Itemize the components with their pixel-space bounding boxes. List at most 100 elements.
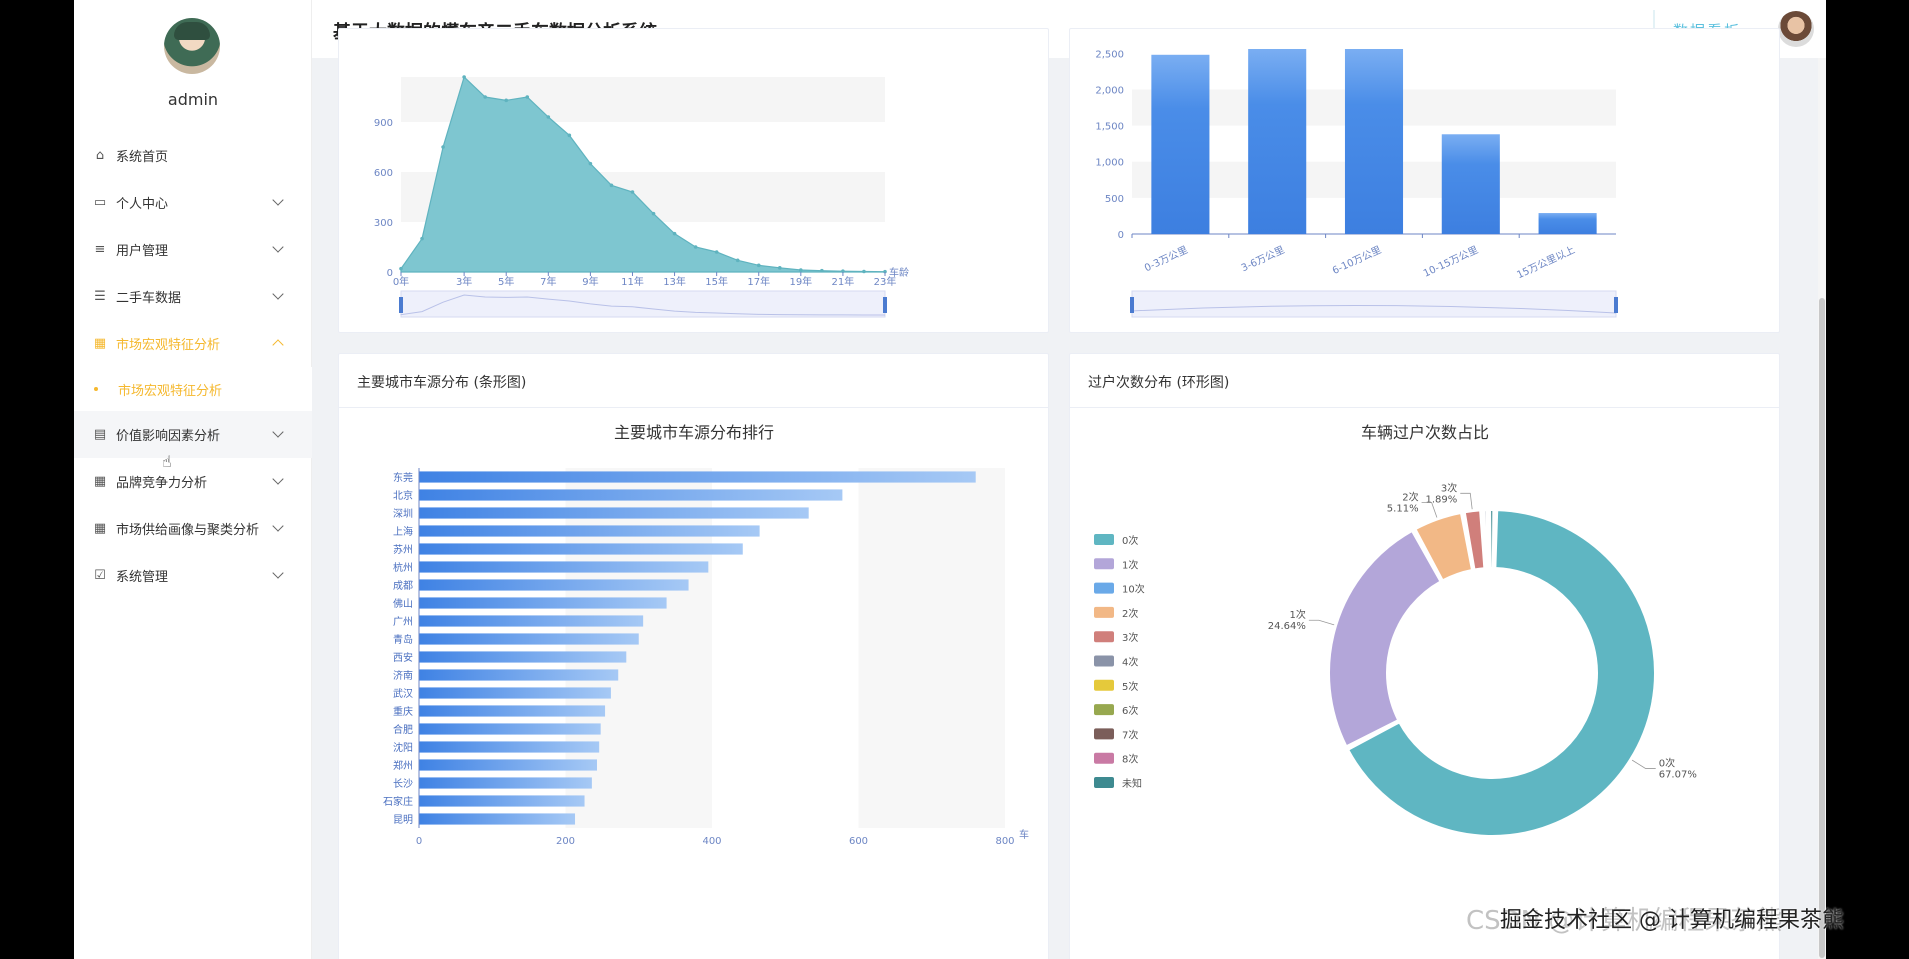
bar [419, 759, 597, 771]
transfer-donut-chart: 车辆过户次数占比0次1次10次2次3次4次5次6次7次8次未知0次67.07%1… [1094, 423, 1697, 837]
sidebar-item-personal-center[interactable]: ▭ 个人中心 [74, 179, 312, 226]
sidebar-item-label: 系统管理 [116, 570, 169, 585]
clipboard-check-icon: ☑ [94, 568, 106, 583]
city-distribution-card: 主要城市车源分布 (条形图) 主要城市车源分布排行 东莞 北京 深圳 上海 苏州 杭州 成都佛… [338, 353, 1049, 959]
sidebar-username: admin [167, 90, 219, 109]
data-point [799, 268, 803, 272]
grid-icon: ▦ [93, 336, 107, 351]
x-tick-label: 11年 [621, 275, 644, 288]
home-icon: ⌂ [95, 148, 105, 163]
sidebar-item-market-supply[interactable]: ▦ 市场供给画像与聚类分析 [74, 505, 312, 552]
legend-label: 4次 [1122, 656, 1138, 669]
header-avatar[interactable] [1778, 11, 1814, 47]
data-point [441, 145, 445, 149]
page-scrollbar[interactable] [1818, 58, 1826, 959]
x-tick-label: 800 [995, 836, 1014, 847]
legend-label: 2次 [1122, 607, 1138, 620]
legend-swatch [1094, 655, 1114, 667]
bar [419, 633, 639, 645]
bullet-dot-icon [94, 387, 98, 391]
y-category-label: 西安 [393, 651, 413, 664]
data-point [546, 115, 551, 119]
chevron-down-icon [272, 288, 284, 300]
y-tick-label: 2,000 [1095, 85, 1124, 96]
data-point [504, 98, 509, 103]
mileage-bar-chart: 0 500 1,000 1,500 2,000 2,500 0-3万公里 3-6万公里 6-10… [1095, 49, 1618, 318]
watermark-background: CSDN @计算机编程果茶熊 [1466, 906, 1783, 936]
data-point [714, 250, 719, 254]
bar [419, 651, 627, 663]
slice-percent: 1.89% [1425, 494, 1457, 505]
legend-swatch [1094, 679, 1114, 691]
x-tick-label: 200 [556, 836, 575, 847]
sidebar-item-brand-competition[interactable]: ▦ 品牌竞争力分析 [74, 458, 312, 505]
data-point [609, 183, 614, 188]
grid-band [565, 468, 712, 828]
legend-label: 0次 [1122, 534, 1138, 547]
datazoom-slider [400, 290, 886, 318]
y-tick-label: 500 [1105, 194, 1124, 205]
data-point [841, 269, 845, 273]
x-tick-label: 0-3万公里 [1143, 244, 1190, 274]
bar [419, 525, 760, 537]
data-point [462, 75, 466, 79]
legend-swatch [1094, 777, 1114, 788]
datazoom-handle-right [883, 297, 887, 313]
sidebar-item-label: 用户管理 [116, 244, 169, 259]
x-tick-label: 6-10万公里 [1330, 244, 1383, 277]
legend-swatch [1094, 631, 1114, 643]
y-tick-label: 2,500 [1095, 49, 1124, 60]
bar [419, 597, 667, 609]
sidebar-item-value-factors[interactable]: ▤ 价值影响因素分析 [74, 411, 312, 458]
y-category-label: 济南 [393, 669, 413, 682]
legend-swatch [1094, 558, 1114, 570]
datazoom-handle-right [1614, 297, 1618, 313]
data-point [630, 190, 635, 194]
bar [1344, 49, 1404, 234]
sidebar-item-label: 市场宏观特征分析 [116, 338, 221, 353]
data-point [672, 231, 677, 236]
chevron-down-icon [272, 194, 284, 206]
age-area-chart: 0 300 600 900 0年 3年 5年 7年 9年 11年 13年 15年 17年 19年 21年 23… [374, 75, 909, 318]
x-tick-label: 0 [416, 836, 422, 847]
sidebar-item-label: 系统首页 [116, 150, 169, 165]
label-leader-line [1308, 619, 1335, 626]
x-tick-label: 13年 [663, 275, 686, 288]
x-tick-label: 9年 [582, 275, 598, 288]
donut-slice [1489, 509, 1495, 570]
sidebar-item-market-macro[interactable]: ▦ 市场宏观特征分析 [74, 320, 312, 367]
datazoom-preview [1131, 304, 1617, 314]
x-tick-label: 600 [849, 836, 868, 847]
age-distribution-card: 0 300 600 900 0年 3年 5年 7年 9年 11年 13年 15年 17年 19年 21年 23… [338, 28, 1049, 333]
data-point [735, 258, 740, 263]
list-icon: ≡ [94, 242, 106, 257]
sidebar-item-user-management[interactable]: ≡ 用户管理 [74, 226, 312, 273]
legend-label: 未知 [1122, 777, 1142, 790]
grid-icon: ▦ [93, 521, 107, 536]
x-tick-label: 15万公里以上 [1515, 244, 1577, 281]
y-category-label: 成都 [393, 580, 413, 592]
bar [419, 795, 585, 807]
bar [419, 723, 601, 735]
y-category-label: 深圳 [393, 508, 413, 520]
sidebar-item-used-car-data[interactable]: ☰ 二手车数据 [74, 273, 312, 320]
sidebar-avatar[interactable] [164, 18, 220, 74]
bar [419, 813, 576, 825]
card-title: 主要城市车源分布 (条形图) [357, 375, 527, 391]
sidebar-item-home[interactable]: ⌂ 系统首页 [74, 132, 312, 179]
donut-slice [1346, 509, 1656, 837]
legend-swatch [1094, 704, 1114, 716]
bar [1248, 49, 1307, 234]
submenu-item-market-macro[interactable]: 市场宏观特征分析 [74, 367, 312, 411]
bar [419, 777, 592, 789]
legend-swatch [1094, 582, 1114, 594]
slice-percent: 5.11% [1387, 503, 1419, 514]
bar [1538, 213, 1597, 234]
bar [419, 561, 709, 573]
data-point [567, 133, 572, 138]
data-point [588, 161, 593, 166]
sidebar-item-system-management[interactable]: ☑ 系统管理 [74, 552, 312, 599]
x-tick-label: 10-15万公里 [1421, 244, 1480, 280]
y-category-label: 合肥 [393, 723, 413, 736]
scrollbar-thumb[interactable] [1819, 298, 1825, 958]
